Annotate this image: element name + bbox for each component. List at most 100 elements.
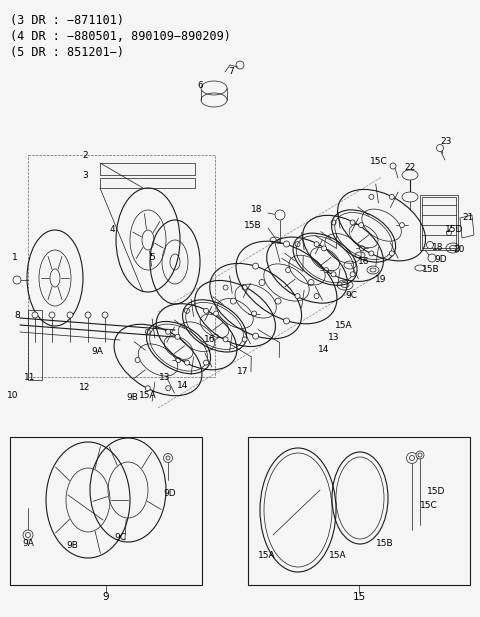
Circle shape	[284, 241, 289, 247]
Circle shape	[324, 268, 329, 273]
Circle shape	[389, 194, 394, 199]
Circle shape	[242, 285, 247, 290]
Circle shape	[13, 276, 21, 284]
Text: 3: 3	[82, 170, 88, 180]
Text: 2: 2	[82, 151, 88, 160]
Text: 9: 9	[103, 592, 109, 602]
Circle shape	[213, 334, 218, 339]
Text: 16: 16	[204, 336, 215, 344]
Circle shape	[252, 333, 259, 339]
Circle shape	[230, 298, 236, 304]
Circle shape	[350, 220, 355, 225]
Text: 12: 12	[79, 384, 90, 392]
Text: 15: 15	[352, 592, 366, 602]
Text: 1: 1	[12, 254, 18, 262]
Circle shape	[275, 298, 281, 304]
Text: 14: 14	[177, 381, 189, 389]
Bar	[28, 155, 215, 377]
Circle shape	[308, 280, 314, 286]
Text: 19: 19	[375, 276, 386, 284]
Text: 15B: 15B	[244, 220, 262, 230]
Circle shape	[204, 360, 209, 365]
Circle shape	[252, 311, 257, 316]
Circle shape	[295, 294, 300, 299]
Circle shape	[416, 451, 424, 459]
Circle shape	[252, 263, 259, 269]
Circle shape	[369, 194, 374, 199]
Circle shape	[242, 337, 247, 342]
Text: 5: 5	[149, 254, 155, 262]
Circle shape	[67, 312, 73, 318]
Circle shape	[360, 246, 365, 251]
Circle shape	[204, 308, 209, 313]
Circle shape	[427, 241, 433, 249]
Bar	[10, 437, 202, 585]
Circle shape	[166, 386, 171, 391]
Circle shape	[286, 268, 290, 273]
Circle shape	[32, 312, 38, 318]
Text: 20: 20	[453, 246, 464, 254]
Circle shape	[399, 223, 405, 228]
Text: 9A: 9A	[91, 347, 103, 357]
Text: 18: 18	[251, 205, 262, 215]
Circle shape	[145, 386, 150, 391]
Text: 6: 6	[197, 80, 203, 89]
Text: (4 DR : −880501, 890109−890209): (4 DR : −880501, 890109−890209)	[10, 30, 231, 43]
Circle shape	[275, 210, 285, 220]
Circle shape	[135, 357, 140, 363]
Text: 15A: 15A	[139, 391, 157, 399]
Circle shape	[331, 272, 336, 277]
Ellipse shape	[402, 170, 418, 180]
Text: 9B: 9B	[126, 394, 138, 402]
Circle shape	[23, 530, 33, 540]
Text: 9A: 9A	[22, 539, 34, 547]
Text: 15B: 15B	[376, 539, 394, 547]
Circle shape	[390, 163, 396, 169]
Text: 13: 13	[328, 334, 339, 342]
Circle shape	[166, 329, 171, 334]
Bar	[422, 197, 456, 248]
Text: 22: 22	[404, 164, 416, 173]
Text: 4: 4	[109, 225, 115, 234]
Circle shape	[176, 357, 181, 363]
Circle shape	[49, 312, 55, 318]
Circle shape	[102, 312, 108, 318]
Circle shape	[85, 312, 91, 318]
Text: 9B: 9B	[66, 540, 78, 550]
Bar	[248, 437, 470, 585]
Text: 15C: 15C	[420, 500, 438, 510]
Text: 23: 23	[440, 138, 451, 146]
Text: 15D: 15D	[427, 487, 445, 497]
Circle shape	[314, 294, 319, 299]
Text: 7: 7	[228, 67, 234, 77]
Circle shape	[214, 311, 218, 316]
Ellipse shape	[402, 192, 418, 202]
Text: 21: 21	[462, 213, 473, 223]
Text: (5 DR : 851201−): (5 DR : 851201−)	[10, 46, 124, 59]
Circle shape	[389, 251, 394, 256]
Circle shape	[369, 251, 374, 256]
Text: 16: 16	[358, 257, 370, 267]
Ellipse shape	[201, 81, 227, 95]
Circle shape	[295, 242, 300, 247]
Circle shape	[164, 453, 172, 463]
Text: 9D: 9D	[163, 489, 176, 497]
Text: 15A: 15A	[335, 320, 353, 329]
Text: 15D: 15D	[445, 225, 463, 234]
Text: 11: 11	[24, 373, 35, 383]
Text: 13: 13	[159, 373, 171, 383]
Circle shape	[223, 285, 228, 290]
Text: 15C: 15C	[370, 157, 388, 167]
Circle shape	[331, 220, 336, 225]
Text: 18: 18	[432, 244, 444, 252]
Circle shape	[184, 360, 190, 365]
Circle shape	[428, 254, 436, 262]
Text: 8: 8	[14, 310, 20, 320]
Text: (3 DR : −871101): (3 DR : −871101)	[10, 14, 124, 27]
Circle shape	[350, 272, 355, 277]
Circle shape	[145, 329, 150, 334]
Circle shape	[284, 318, 289, 324]
Circle shape	[223, 337, 228, 342]
Text: 15A: 15A	[329, 550, 347, 560]
Text: 9C: 9C	[345, 291, 357, 299]
